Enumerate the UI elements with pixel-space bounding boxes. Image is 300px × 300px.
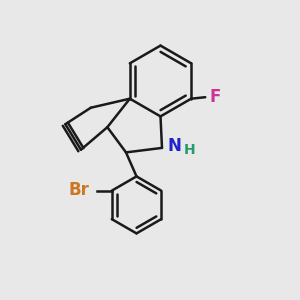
Text: Br: Br [68, 181, 89, 199]
Text: F: F [210, 88, 221, 106]
Text: H: H [184, 143, 195, 157]
Text: N: N [167, 137, 181, 155]
